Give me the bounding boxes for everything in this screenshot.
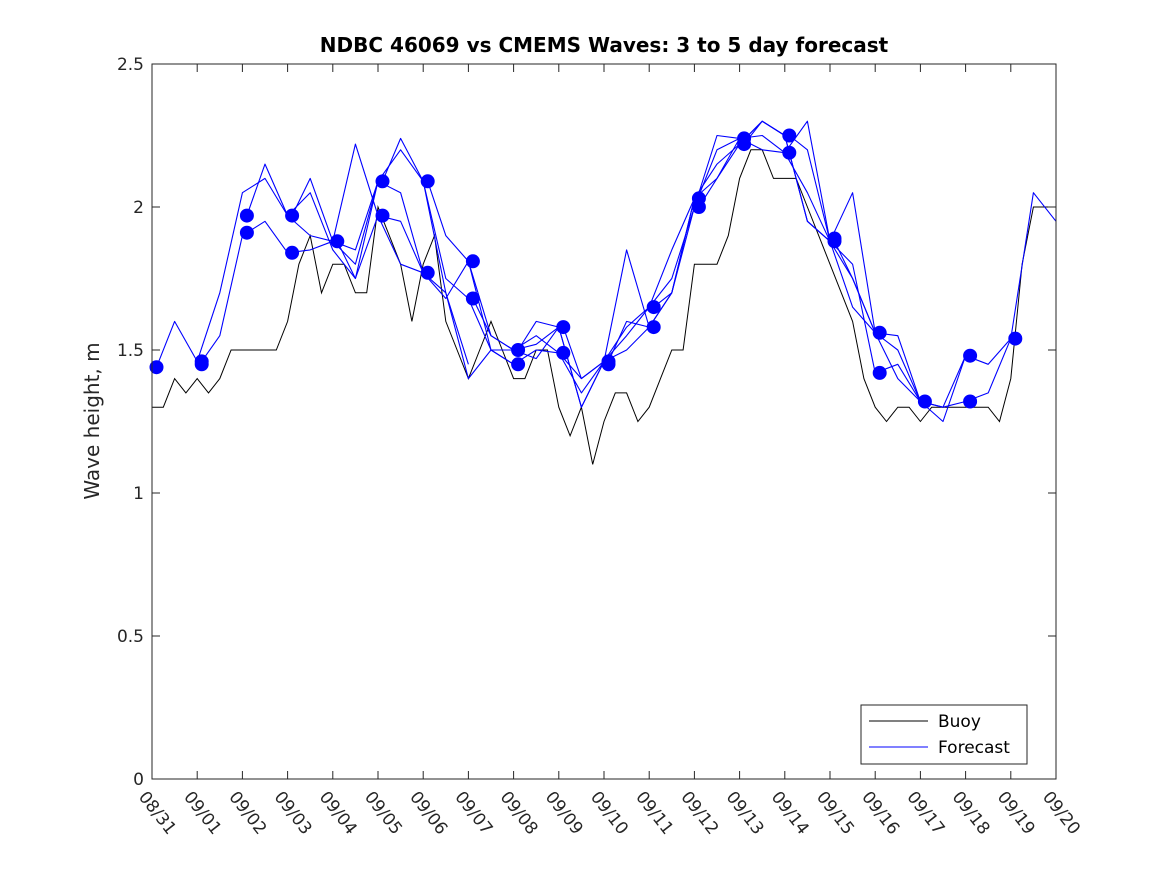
forecast-marker [420, 174, 435, 189]
forecast-marker [149, 360, 164, 375]
forecast-line [201, 143, 424, 362]
forecast-marker [737, 137, 752, 152]
forecast-marker [917, 394, 932, 409]
forecast-marker [330, 234, 345, 249]
forecast-marker [285, 245, 300, 260]
forecast-marker [239, 208, 254, 223]
forecast-marker [420, 265, 435, 280]
forecast-marker [556, 345, 571, 360]
forecast-marker [285, 208, 300, 223]
forecast-marker [194, 354, 209, 369]
forecast-marker [827, 234, 842, 249]
forecast-line [381, 137, 605, 394]
forecast-marker [375, 208, 390, 223]
forecast-marker [782, 145, 797, 160]
forecast-marker [465, 254, 480, 269]
forecast-marker [646, 300, 661, 315]
forecast-marker [782, 128, 797, 143]
legend: Buoy Forecast [860, 704, 1028, 765]
y-axis-label: Wave height, m [80, 342, 104, 499]
y-tick-label: 1.5 [117, 341, 144, 361]
chart-title: NDBC 46069 vs CMEMS Waves: 3 to 5 day fo… [320, 33, 889, 57]
legend-label-forecast: Forecast [938, 738, 1010, 758]
forecast-line [291, 177, 514, 380]
forecast-marker [511, 343, 526, 357]
forecast-marker [872, 325, 887, 340]
y-tick-label: 0.5 [117, 627, 144, 647]
buoy-line [152, 149, 1056, 465]
forecast-marker [511, 357, 526, 372]
buoy-series [152, 149, 1056, 465]
forecast-marker [646, 320, 661, 335]
y-tick-label: 1 [133, 484, 144, 504]
forecast-marker [465, 291, 480, 306]
forecast-marker [239, 225, 254, 240]
forecast-line [834, 192, 1057, 408]
forecast-line [743, 120, 967, 423]
forecast-marker [963, 348, 978, 363]
forecast-marker [556, 320, 571, 335]
forecast-marker [1008, 331, 1023, 346]
forecast-marker [963, 394, 978, 409]
forecast-marker [375, 174, 390, 189]
y-axis-ticks: 0 0.5 1 1.5 2 2.5 [117, 55, 1056, 790]
forecast-marker [872, 365, 887, 380]
forecast-marker [601, 357, 616, 372]
legend-box [860, 704, 1028, 765]
y-tick-label: 2.5 [117, 55, 144, 75]
legend-label-buoy: Buoy [938, 712, 981, 732]
y-tick-label: 2 [133, 198, 144, 218]
y-tick-label: 0 [133, 770, 144, 790]
forecast-marker [691, 200, 706, 214]
forecast-markers [149, 128, 1023, 409]
forecast-line [427, 181, 650, 408]
